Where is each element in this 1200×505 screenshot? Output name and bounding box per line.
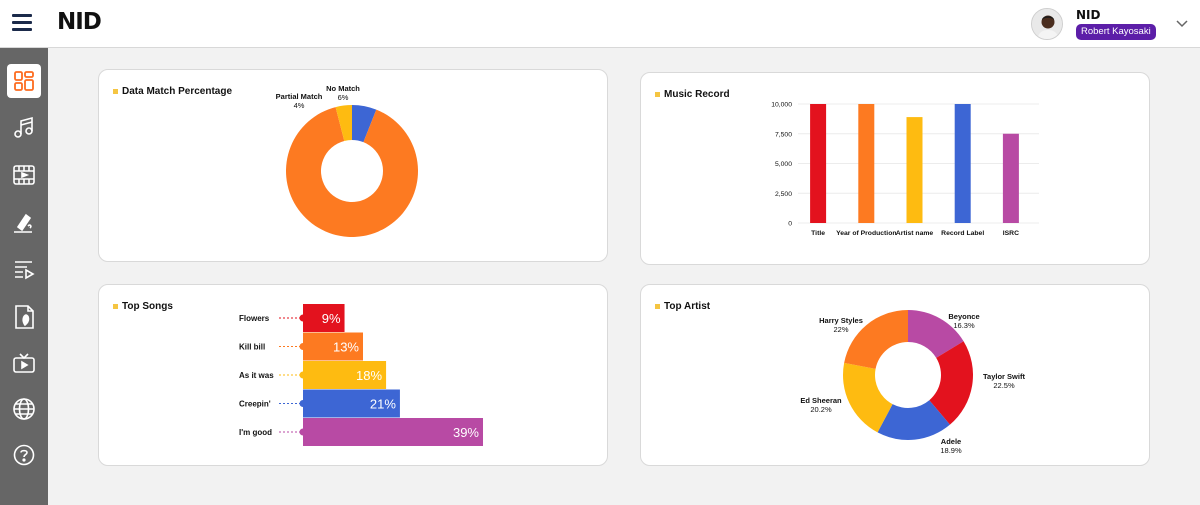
video-film-icon [13,165,35,185]
bar-kill-bill[interactable] [303,332,363,361]
dashboard-icon [14,71,34,91]
x-tick-label: Artist name [896,230,934,237]
playlist-icon [15,261,35,280]
slice-adele[interactable] [877,400,950,440]
music-note-icon [14,116,33,138]
slice-value: 6% [338,93,349,102]
sidebar-item-playlist[interactable] [7,252,41,286]
x-tick-label: Record Label [941,230,984,237]
y-tick-label: 0 [788,221,792,228]
slice-value: 20.2% [810,405,832,414]
bar-record-label[interactable] [954,104,971,223]
slice-ed-sheeran[interactable] [843,362,893,433]
slice-value: 22.5% [993,381,1015,390]
song-label: As it was [239,371,274,380]
help-icon [13,444,35,466]
y-tick-label: 2,500 [775,191,792,198]
user-name-badge: Robert Kayosaki [1076,24,1156,40]
song-dot [299,343,307,350]
slice-beyonce[interactable] [908,310,964,358]
slice-label: No Match [326,84,360,93]
bar-title[interactable] [810,104,827,223]
title-marker [655,92,660,97]
bar-value-label: 9% [322,311,341,326]
sidebar-item-rights[interactable] [7,206,41,240]
slice-partial-match[interactable] [335,105,352,141]
bar-creepin[interactable] [303,389,400,418]
slice-harry-styles[interactable] [844,310,908,369]
sidebar-item-music[interactable] [7,111,41,145]
slice-exact-match[interactable] [286,107,419,238]
card-title: Top Artist [664,301,711,312]
slice-no-match[interactable] [352,105,377,143]
song-dot [299,371,307,379]
x-tick-label: ISRC [1003,230,1019,237]
tv-icon [13,353,35,373]
slice-label: Taylor Swift [983,372,1025,381]
slice-taylor-swift[interactable] [929,341,973,425]
slice-label: Partial Match [276,92,323,101]
slice-value: 18.9% [940,446,962,455]
x-tick-label: Title [811,230,825,237]
sidebar-item-global[interactable] [7,392,41,426]
sidebar-item-dashboard[interactable] [7,64,41,98]
card-title: Data Match Percentage [122,86,233,97]
document-icon [15,305,34,329]
bar-flowers[interactable] [303,304,345,332]
song-label: I'm good [239,428,272,437]
slice-value: 16.3% [953,321,975,330]
top-songs-chart: Flowers 9% Kill bill 13% As it was 18% Creepin… [239,304,483,446]
top-songs-card: Top Songs Flowers 9% Kill bill 13% As it was… [98,284,608,466]
user-org-name: NID [1076,8,1101,22]
music-record-chart: 0 2,500 5,000 7,500 10,000 Title Year of Produ… [771,102,1039,237]
bar-artist-name[interactable] [906,117,923,223]
slice-value: 22% [833,325,848,334]
sidebar-item-help[interactable] [7,438,41,472]
bar-value-label: 18% [356,368,382,383]
menu-icon[interactable] [12,14,34,32]
top-artist-card: Top Artist Beyonce 16.3% Taylor Swift 22.5%… [640,284,1150,466]
x-tick-label: Year of Production [836,230,896,237]
app-logo[interactable]: NID [57,9,102,35]
pen-sign-icon [14,213,32,233]
y-tick-label: 5,000 [775,161,792,168]
song-label: Creepin' [239,400,271,409]
y-tick-label: 10,000 [771,102,792,109]
bar-value-label: 21% [370,397,396,412]
avatar[interactable] [1031,8,1063,40]
bar-value-label: 39% [453,425,479,440]
song-dot [299,400,307,407]
sidebar-item-tv[interactable] [7,347,41,381]
title-marker [113,89,118,94]
title-marker [113,304,118,309]
bar-value-label: 13% [333,340,359,355]
chevron-down-icon[interactable] [1175,16,1189,30]
sidebar-item-documents[interactable] [7,300,41,334]
song-dot [299,314,307,322]
bar-year-of-production[interactable] [858,104,875,223]
song-label: Kill bill [239,343,265,352]
card-title: Music Record [664,89,730,100]
y-tick-label: 7,500 [775,131,792,138]
song-dot [299,428,307,436]
music-record-card: Music Record 0 2,500 5,000 7,500 10,000 Title… [640,72,1150,265]
bar-i-m-good[interactable] [303,418,483,446]
card-title: Top Songs [122,301,173,312]
slice-label: Beyonce [948,312,979,321]
sidebar-item-video[interactable] [7,158,41,192]
sidebar [0,48,48,505]
bar-isrc[interactable] [1002,133,1019,223]
globe-icon [13,398,35,420]
song-label: Flowers [239,314,270,323]
slice-label: Adele [941,437,961,446]
slice-value: 4% [294,101,305,110]
title-marker [655,304,660,309]
slice-label: Ed Sheeran [800,396,842,405]
top-bar: NID NID Robert Kayosaki [0,0,1200,48]
bar-as-it-was[interactable] [303,361,387,389]
slice-label: Harry Styles [819,316,863,325]
